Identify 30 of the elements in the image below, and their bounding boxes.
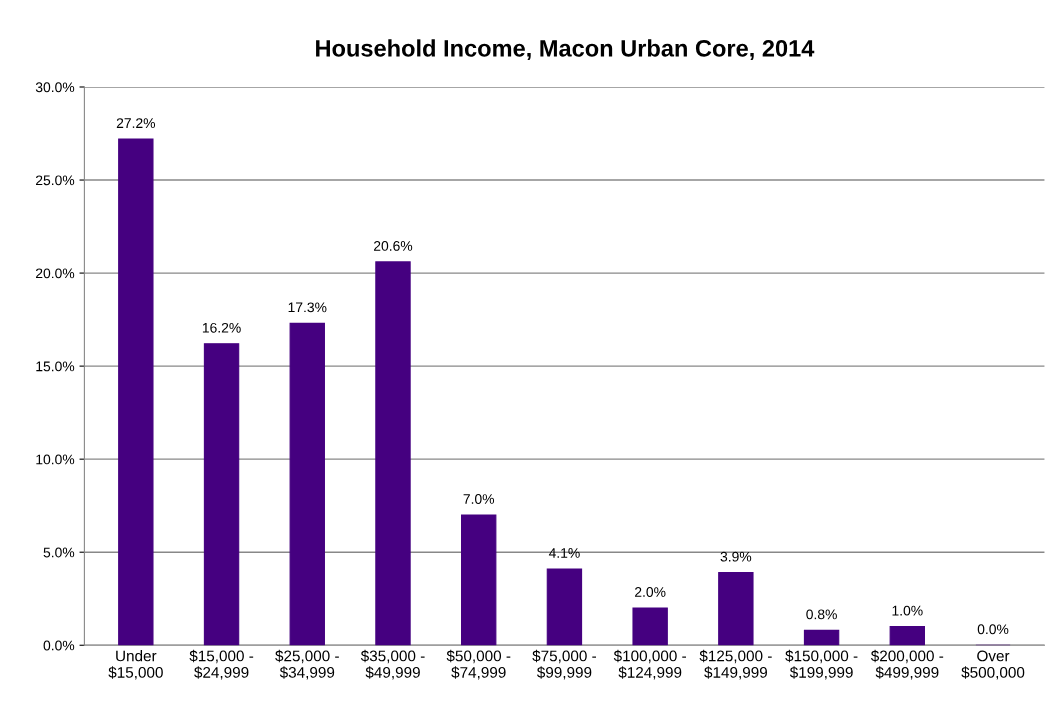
x-tick-label: $50,000 - $74,999 — [446, 649, 511, 680]
data-label: 27.2% — [116, 118, 156, 128]
y-tick-label: 5.0% — [43, 547, 75, 558]
x-tick-label: $125,000 - $149,999 — [699, 649, 772, 680]
x-tick-label: $100,000 - $124,999 — [613, 649, 686, 680]
data-label: 7.0% — [463, 494, 495, 504]
y-tick-label: 0.0% — [43, 640, 75, 651]
x-tick-label: $75,000 - $99,999 — [532, 649, 597, 680]
x-tick-label: Under $15,000 — [108, 650, 163, 680]
x-tick-label: $35,000 - $49,999 — [360, 649, 425, 680]
y-tick-label: 10.0% — [36, 454, 75, 465]
data-label: 3.9% — [720, 551, 752, 562]
data-label: 17.3% — [288, 302, 327, 313]
chart-title: Household Income, Macon Urban Core, 2014 — [316, 39, 815, 61]
y-tick-label: 15.0% — [36, 361, 75, 372]
x-tick-label: Over $500,000 — [961, 650, 1025, 680]
data-label: 1.0% — [892, 605, 923, 616]
y-tick-label: 30.0% — [35, 82, 75, 93]
y-tick-label: 20.0% — [36, 268, 75, 279]
data-label: 0.0% — [977, 624, 1009, 635]
x-tick-label: $150,000 - $199,999 — [785, 649, 858, 680]
x-tick-label: $25,000 - $34,999 — [275, 649, 339, 680]
data-label: 20.6% — [374, 241, 413, 251]
x-tick-label: $15,000 - $24,999 — [189, 649, 254, 680]
data-label: 2.0% — [635, 587, 666, 597]
data-label: 16.2% — [202, 322, 241, 333]
data-label: 4.1% — [548, 548, 580, 558]
y-tick-label: 25.0% — [36, 175, 75, 186]
data-label: 0.8% — [806, 609, 837, 620]
x-tick-label: $200,000 - $499,999 — [870, 649, 944, 680]
